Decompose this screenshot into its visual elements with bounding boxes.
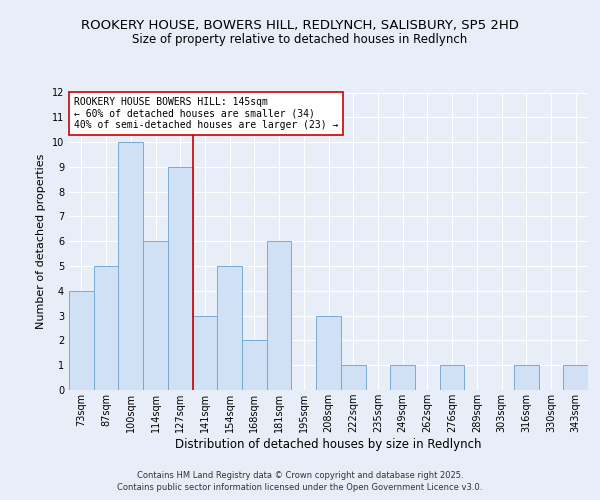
Bar [267, 242, 292, 390]
Bar [217, 266, 242, 390]
Bar [94, 266, 118, 390]
Bar [390, 365, 415, 390]
Y-axis label: Number of detached properties: Number of detached properties [36, 154, 46, 329]
Text: ROOKERY HOUSE, BOWERS HILL, REDLYNCH, SALISBURY, SP5 2HD: ROOKERY HOUSE, BOWERS HILL, REDLYNCH, SA… [81, 19, 519, 32]
Bar [563, 365, 588, 390]
Bar [69, 291, 94, 390]
Bar [242, 340, 267, 390]
Text: Contains HM Land Registry data © Crown copyright and database right 2025.
Contai: Contains HM Land Registry data © Crown c… [118, 471, 482, 492]
X-axis label: Distribution of detached houses by size in Redlynch: Distribution of detached houses by size … [175, 438, 482, 451]
Bar [168, 167, 193, 390]
Bar [143, 242, 168, 390]
Bar [440, 365, 464, 390]
Text: Size of property relative to detached houses in Redlynch: Size of property relative to detached ho… [133, 32, 467, 46]
Text: ROOKERY HOUSE BOWERS HILL: 145sqm
← 60% of detached houses are smaller (34)
40% : ROOKERY HOUSE BOWERS HILL: 145sqm ← 60% … [74, 97, 338, 130]
Bar [316, 316, 341, 390]
Bar [514, 365, 539, 390]
Bar [341, 365, 365, 390]
Bar [118, 142, 143, 390]
Bar [193, 316, 217, 390]
